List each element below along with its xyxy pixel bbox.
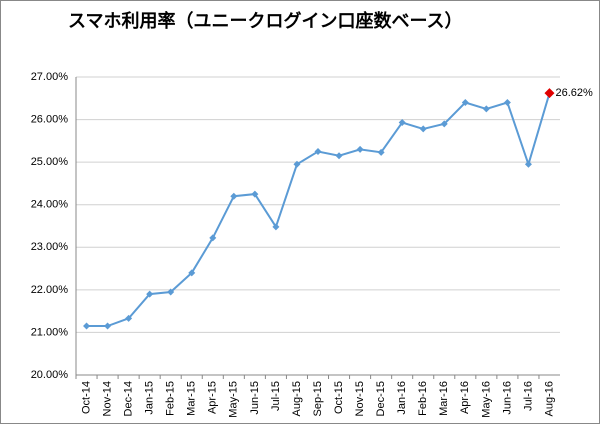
data-point (293, 160, 301, 168)
x-tick-label: Dec-14 (123, 381, 135, 416)
y-tick-label: 25.00% (31, 156, 69, 168)
x-tick-label: Oct-15 (333, 381, 345, 414)
x-tick-label: May-16 (480, 381, 492, 418)
data-point (461, 99, 469, 107)
data-point (167, 288, 175, 296)
data-point (482, 105, 490, 113)
x-tick-label: Sep-15 (312, 381, 324, 416)
x-tick-label: Aug-15 (291, 381, 303, 416)
x-tick-label: Jul-16 (522, 381, 534, 411)
data-point (377, 148, 385, 156)
data-point (544, 88, 555, 99)
x-tick-label: Feb-16 (417, 381, 429, 416)
data-point (209, 234, 217, 242)
chart-title: スマホ利用率（ユニークログイン口座数ベース） (68, 10, 463, 32)
y-tick-label: 24.00% (31, 199, 69, 211)
x-tick-label: Nov-15 (354, 381, 366, 416)
y-tick-label: 23.00% (31, 241, 69, 253)
x-tick-label: May-15 (228, 381, 240, 418)
data-point (398, 119, 406, 127)
data-point (104, 322, 112, 330)
data-point (251, 190, 259, 198)
data-point (335, 152, 343, 160)
x-tick-label: Jan-16 (396, 381, 408, 415)
data-point (272, 223, 280, 231)
data-point (83, 322, 91, 330)
y-tick-label: 21.00% (31, 326, 69, 338)
data-point (188, 269, 196, 277)
data-point (440, 120, 448, 128)
data-point (503, 99, 511, 107)
x-tick-label: Dec-15 (375, 381, 387, 416)
x-tick-label: Jun-16 (501, 381, 513, 415)
x-tick-label: Aug-16 (543, 381, 555, 416)
data-point (314, 148, 322, 155)
x-tick-label: Jun-15 (249, 381, 261, 415)
data-point (125, 314, 133, 322)
x-tick-label: Feb-15 (165, 381, 177, 416)
y-tick-label: 27.00% (31, 71, 69, 83)
y-tick-label: 22.00% (31, 284, 69, 296)
data-point (419, 125, 427, 133)
x-tick-label: Apr-15 (207, 381, 219, 414)
x-tick-label: Jul-15 (270, 381, 282, 411)
x-tick-label: Nov-14 (101, 381, 113, 416)
data-label: 26.62% (555, 87, 593, 99)
data-point (524, 160, 532, 168)
y-tick-label: 20.00% (31, 369, 69, 381)
y-tick-label: 26.00% (31, 113, 69, 125)
x-tick-label: Oct-14 (80, 381, 92, 414)
data-point (230, 192, 238, 200)
data-point (356, 145, 364, 153)
x-tick-label: Apr-16 (459, 381, 471, 414)
x-tick-label: Mar-16 (438, 381, 450, 416)
x-tick-label: Jan-15 (144, 381, 156, 415)
data-point (146, 290, 154, 298)
x-tick-label: Mar-15 (186, 381, 198, 416)
